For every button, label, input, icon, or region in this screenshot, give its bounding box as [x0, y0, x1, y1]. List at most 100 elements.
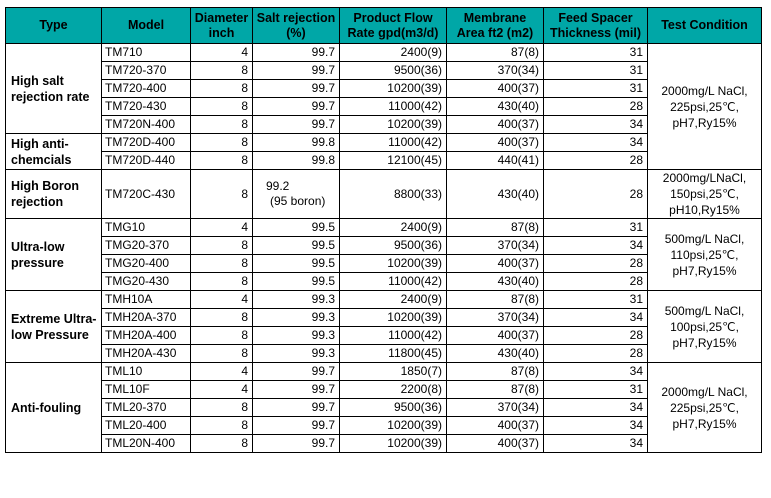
- feed-spacer-cell: 28: [543, 326, 648, 345]
- model-cell: TMH20A-400: [101, 326, 191, 345]
- model-cell: TML20-400: [101, 416, 191, 435]
- header-diameter: Diameter inch: [190, 7, 253, 44]
- table-row: TMG20-370 8 99.5 9500(36) 370(34) 34: [6, 236, 762, 255]
- product-flow-cell: 10200(39): [339, 254, 447, 273]
- feed-spacer-cell: 34: [543, 115, 648, 134]
- model-cell: TM720N-400: [101, 115, 191, 134]
- table-body: High salt rejection rate TM710 4 99.7 2400(9…: [5, 43, 762, 453]
- membrane-area-cell: 87(8): [446, 362, 544, 381]
- header-model: Model: [101, 7, 191, 44]
- membrane-area-cell: 400(37): [446, 434, 544, 453]
- membrane-area-cell: 400(37): [446, 115, 544, 134]
- membrane-spec-table: Type Model Diameter inch Salt rejection …: [5, 7, 762, 453]
- table-row: TML20-370 8 99.7 9500(36) 370(34) 34: [6, 398, 762, 417]
- diameter-cell: 4: [190, 290, 253, 309]
- product-flow-cell: 8800(33): [339, 169, 447, 219]
- model-cell: TM720D-440: [101, 151, 191, 170]
- model-cell: TM720-370: [101, 61, 191, 80]
- feed-spacer-cell: 34: [543, 416, 648, 435]
- header-membrane-area: Membrane Area ft2 (m2): [446, 7, 544, 44]
- salt-rejection-cell: 99.3: [252, 308, 340, 327]
- table-row: High Boron rejection TM720C-430 8 99.2 (95 b…: [5, 169, 762, 219]
- header-row: Type Model Diameter inch Salt rejection …: [5, 7, 762, 44]
- model-cell: TM720-400: [101, 79, 191, 98]
- diameter-cell: 8: [190, 272, 253, 291]
- product-flow-cell: 9500(36): [339, 398, 447, 417]
- diameter-cell: 8: [190, 344, 253, 363]
- feed-spacer-cell: 28: [543, 272, 648, 291]
- salt-rejection-cell: 99.7: [252, 97, 340, 116]
- product-flow-cell: 11000(42): [339, 97, 447, 116]
- table-container: Type Model Diameter inch Salt rejection …: [5, 7, 762, 453]
- table-row: Ultra-low pressure TMG10 4 99.5 2400(9) 87(8)…: [5, 218, 762, 291]
- membrane-area-cell: 430(40): [446, 97, 544, 116]
- membrane-area-cell: 400(37): [446, 133, 544, 152]
- product-flow-cell: 11000(42): [339, 326, 447, 345]
- test-condition-cell: 2000mg/L NaCl, 225psi,25℃, pH7,Ry15%: [647, 362, 762, 453]
- salt-rejection-cell: 99.7: [252, 380, 340, 399]
- model-cell: TML10F: [101, 380, 191, 399]
- product-flow-cell: 11000(42): [339, 272, 447, 291]
- product-flow-cell: 10200(39): [339, 115, 447, 134]
- model-cell: TM720D-400: [101, 133, 191, 152]
- salt-rejection-cell: 99.7: [252, 115, 340, 134]
- membrane-area-cell: 430(40): [446, 272, 544, 291]
- header-salt-rejection: Salt rejection (%): [252, 7, 340, 44]
- type-cell: High anti-chemcials: [5, 133, 102, 170]
- diameter-cell: 4: [190, 43, 253, 62]
- product-flow-cell: 11000(42): [339, 133, 447, 152]
- salt-rejection-cell: 99.7: [252, 79, 340, 98]
- test-condition-cell: 2000mg/L NaCl, 225psi,25℃, pH7,Ry15%: [647, 43, 762, 170]
- feed-spacer-cell: 34: [543, 133, 648, 152]
- diameter-cell: 8: [190, 434, 253, 453]
- type-cell: Ultra-low pressure: [5, 218, 102, 291]
- feed-spacer-cell: 28: [543, 344, 648, 363]
- table-row: High salt rejection rate TM710 4 99.7 2400(9…: [5, 43, 762, 170]
- product-flow-cell: 2400(9): [339, 218, 447, 237]
- table-row: TM720D-440 8 99.8 12100(45) 440(41) 28: [6, 151, 762, 170]
- product-flow-cell: 12100(45): [339, 151, 447, 170]
- salt-rejection-cell: 99.5: [252, 236, 340, 255]
- feed-spacer-cell: 34: [543, 236, 648, 255]
- diameter-cell: 8: [190, 169, 253, 219]
- test-condition-cell: 500mg/L NaCl, 100psi,25℃, pH7,Ry15%: [647, 290, 762, 363]
- diameter-cell: 4: [190, 362, 253, 381]
- feed-spacer-cell: 31: [543, 380, 648, 399]
- feed-spacer-cell: 34: [543, 362, 648, 381]
- membrane-area-cell: 370(34): [446, 308, 544, 327]
- diameter-cell: 8: [190, 236, 253, 255]
- header-feed-spacer: Feed Spacer Thickness (mil): [543, 7, 648, 44]
- membrane-area-cell: 400(37): [446, 254, 544, 273]
- diameter-cell: 8: [190, 151, 253, 170]
- product-flow-cell: 10200(39): [339, 308, 447, 327]
- product-flow-cell: 2400(9): [339, 290, 447, 309]
- salt-rejection-cell: 99.3: [252, 290, 340, 309]
- product-flow-cell: 10200(39): [339, 416, 447, 435]
- salt-rejection-cell: 99.2 (95 boron): [252, 169, 340, 219]
- membrane-area-cell: 87(8): [446, 290, 544, 309]
- feed-spacer-cell: 31: [543, 290, 648, 309]
- membrane-area-cell: 370(34): [446, 236, 544, 255]
- product-flow-cell: 11800(45): [339, 344, 447, 363]
- feed-spacer-cell: 31: [543, 43, 648, 62]
- table-header: Type Model Diameter inch Salt rejection …: [5, 7, 762, 44]
- diameter-cell: 4: [190, 380, 253, 399]
- header-product-flow: Product Flow Rate gpd(m3/d): [339, 7, 447, 44]
- table-row: TM720N-400 8 99.7 10200(39) 400(37) 34: [6, 115, 762, 134]
- model-cell: TMH20A-370: [101, 308, 191, 327]
- diameter-cell: 8: [190, 398, 253, 417]
- table-row: TM720-430 8 99.7 11000(42) 430(40) 28: [6, 97, 762, 116]
- model-cell: TMH20A-430: [101, 344, 191, 363]
- test-condition-cell: 500mg/L NaCl, 110psi,25℃, pH7,Ry15%: [647, 218, 762, 291]
- feed-spacer-cell: 31: [543, 61, 648, 80]
- diameter-cell: 8: [190, 308, 253, 327]
- table-row: TMH20A-430 8 99.3 11800(45) 430(40) 28: [6, 344, 762, 363]
- product-flow-cell: 2200(8): [339, 380, 447, 399]
- membrane-area-cell: 400(37): [446, 326, 544, 345]
- feed-spacer-cell: 34: [543, 398, 648, 417]
- model-cell: TML20N-400: [101, 434, 191, 453]
- diameter-cell: 8: [190, 416, 253, 435]
- table-row: TML20N-400 8 99.7 10200(39) 400(37) 34: [6, 434, 762, 453]
- model-cell: TML20-370: [101, 398, 191, 417]
- membrane-area-cell: 430(40): [446, 169, 544, 219]
